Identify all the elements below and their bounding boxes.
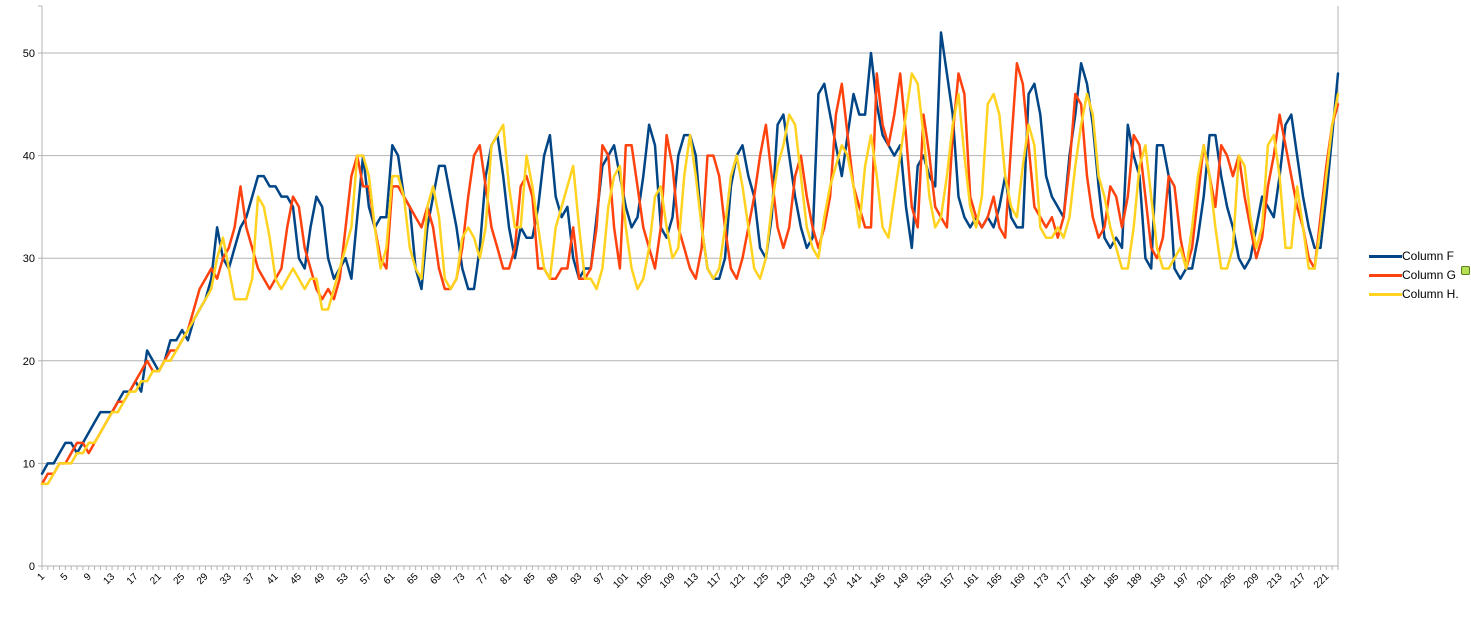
x-tick-label: 105: [635, 571, 655, 591]
x-tick-label: 161: [962, 571, 982, 591]
x-tick-label: 125: [751, 571, 771, 591]
x-tick-label: 153: [915, 571, 935, 591]
x-tick-label: 97: [592, 571, 608, 587]
x-tick-label: 81: [499, 571, 515, 587]
x-tick-label: 113: [682, 571, 701, 590]
x-tick-label: 181: [1078, 571, 1098, 591]
legend-label-column-g: Column G: [1402, 268, 1457, 282]
x-tick-label: 185: [1102, 571, 1122, 591]
x-tick-label: 73: [452, 571, 468, 587]
legend-line-swatch-column-g: [1369, 274, 1402, 277]
x-tick-label: 37: [242, 571, 258, 587]
y-tick-label: 0: [29, 561, 35, 573]
x-tick-label: 93: [569, 571, 585, 587]
selection-handle[interactable]: [1461, 266, 1470, 275]
x-tick-label: 217: [1289, 571, 1309, 591]
x-tick-label: 85: [522, 571, 538, 587]
x-tick-label: 21: [148, 571, 164, 587]
x-tick-label: 41: [265, 571, 281, 587]
x-tick-label: 61: [382, 571, 398, 587]
x-tick-label: 145: [868, 571, 888, 591]
x-tick-label: 57: [358, 571, 374, 587]
series-line-column-g[interactable]: [40, 62, 1340, 486]
x-tick-label: 197: [1172, 571, 1192, 591]
legend-line-swatch-column-h: [1369, 293, 1402, 296]
x-tick-label: 189: [1125, 571, 1145, 591]
series-line-column-h[interactable]: [40, 72, 1340, 486]
x-tick-label: 89: [545, 571, 561, 587]
x-tick-label: 65: [405, 571, 421, 587]
x-tick-label: 177: [1055, 571, 1075, 591]
x-tick-label: 53: [335, 571, 351, 587]
x-tick-label: 193: [1148, 571, 1168, 591]
x-tick-label: 69: [428, 571, 444, 587]
x-tick-label: 129: [775, 571, 795, 591]
x-tick-label: 141: [845, 571, 865, 591]
legend-item-column-f[interactable]: Column F: [1369, 247, 1459, 266]
y-tick-label: 10: [23, 458, 35, 470]
y-tick-label: 20: [23, 356, 35, 368]
x-tick-label: 13: [102, 571, 118, 587]
x-tick-label: 29: [195, 571, 211, 587]
x-tick-label: 33: [218, 571, 234, 587]
x-tick-label: 101: [611, 571, 631, 591]
x-tick-label: 9: [82, 571, 94, 583]
series-line-column-f[interactable]: [40, 31, 1340, 475]
x-tick-label: 121: [728, 571, 748, 591]
x-tick-label: 157: [938, 571, 958, 591]
x-tick-label: 201: [1195, 571, 1215, 591]
x-tick-label: 5: [59, 571, 71, 583]
x-tick-label: 109: [658, 571, 678, 591]
x-tick-label: 45: [288, 571, 304, 587]
x-tick-label: 213: [1265, 571, 1285, 591]
legend-item-column-g[interactable]: Column G: [1369, 266, 1459, 285]
y-tick-label: 30: [23, 253, 35, 265]
legend-item-column-h[interactable]: Column H.: [1369, 285, 1459, 304]
x-tick-label: 173: [1032, 571, 1052, 591]
x-tick-label: 209: [1242, 571, 1262, 591]
x-tick-label: 117: [705, 571, 724, 590]
x-tick-label: 221: [1312, 571, 1332, 591]
x-tick-label: 205: [1218, 571, 1238, 591]
x-tick-label: 169: [1008, 571, 1028, 591]
x-tick-label: 137: [821, 571, 841, 591]
legend-label-column-f: Column F: [1402, 249, 1455, 263]
y-tick-label: 50: [23, 48, 35, 60]
legend-line-swatch-column-f: [1369, 255, 1402, 258]
x-tick-label: 17: [125, 571, 141, 587]
y-tick-label: 40: [23, 151, 35, 163]
chart-legend: Column F Column G Column H.: [1369, 247, 1459, 304]
x-tick-label: 165: [985, 571, 1005, 591]
x-tick-label: 25: [172, 571, 188, 587]
legend-label-column-h: Column H.: [1402, 287, 1459, 301]
x-tick-label: 133: [798, 571, 818, 591]
x-tick-label: 77: [475, 571, 491, 587]
x-tick-label: 49: [312, 571, 328, 587]
x-tick-label: 1: [35, 571, 47, 583]
x-tick-label: 149: [892, 571, 912, 591]
